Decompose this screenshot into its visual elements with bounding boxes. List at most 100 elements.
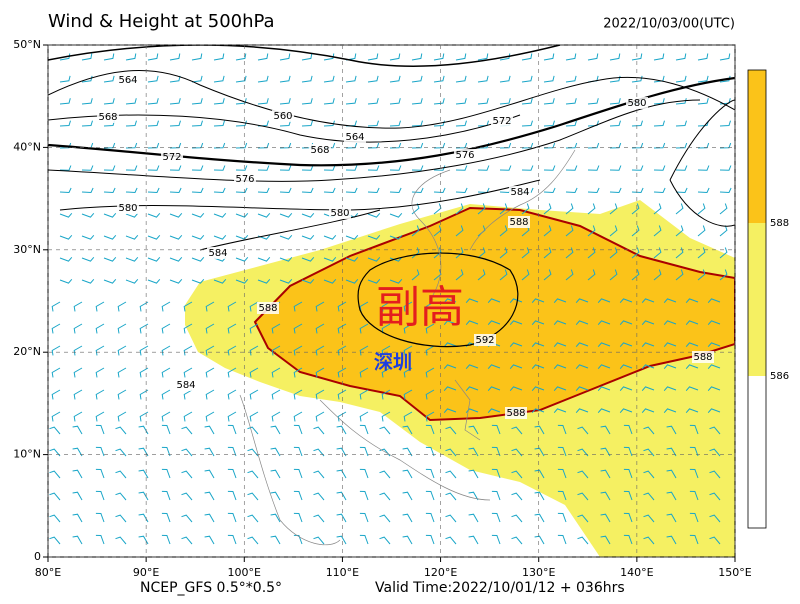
- contour-label: 568: [310, 145, 329, 156]
- wind-barb: [609, 53, 621, 61]
- colorbar-frame: [747, 69, 767, 529]
- wind-barb: [191, 53, 203, 61]
- wind-barb: [675, 247, 684, 259]
- wind-barb: [337, 345, 347, 356]
- wind-barb: [51, 323, 61, 334]
- contour-label-bg: [344, 131, 366, 143]
- wind-barb: [59, 120, 71, 127]
- wind-barb: [575, 298, 589, 304]
- wind-barb: [249, 323, 259, 334]
- wind-barb: [367, 142, 380, 149]
- wind-barb: [181, 448, 193, 457]
- wind-barb: [619, 364, 633, 370]
- wind-barb: [719, 53, 731, 61]
- wind-barb: [138, 535, 149, 545]
- wind-barb: [359, 446, 369, 457]
- wind-barb: [147, 120, 159, 127]
- wind-barb: [359, 512, 369, 523]
- wind-barb: [719, 75, 731, 83]
- colorbar-label: 586: [770, 371, 789, 382]
- wind-barb: [191, 165, 204, 171]
- wind-barb: [685, 342, 699, 348]
- wind-barb: [425, 512, 435, 523]
- wind-barb: [139, 323, 149, 334]
- wind-barb: [213, 165, 226, 171]
- wind-barb: [147, 234, 161, 240]
- wind-barb: [379, 426, 391, 435]
- lat-tick-label: 0: [34, 550, 41, 563]
- wind-barb: [631, 247, 640, 259]
- wind-barb: [641, 364, 655, 370]
- wind-barb: [323, 278, 337, 284]
- contour-label: 584: [510, 187, 529, 198]
- wind-barb: [279, 142, 292, 149]
- wind-barb: [631, 53, 643, 61]
- wind-barb: [138, 425, 149, 435]
- wind-barb: [425, 389, 435, 400]
- wind-barb: [337, 411, 347, 422]
- contour-label: 588: [506, 408, 525, 419]
- wind-barb: [279, 256, 293, 262]
- wind-barb: [697, 75, 709, 83]
- wind-barb: [81, 234, 95, 240]
- wind-barb: [367, 165, 380, 171]
- wind-barb: [270, 513, 281, 523]
- wind-barb: [411, 269, 420, 281]
- wind-barb: [51, 411, 61, 422]
- wind-barb: [689, 446, 699, 457]
- wind-barb: [600, 469, 611, 479]
- wind-barb: [138, 447, 149, 457]
- wind-barb: [403, 389, 413, 400]
- wind-barb: [697, 98, 709, 105]
- wind-barb: [117, 367, 127, 378]
- wind-barb: [117, 301, 127, 312]
- contour-labels: 564 568 560 564 568 572 576 572 576 580 580 580 584 5…: [97, 74, 714, 419]
- wind-barb: [631, 120, 643, 127]
- wind-barb: [597, 386, 611, 392]
- wind-barb: [213, 120, 225, 127]
- wind-barb: [213, 234, 227, 240]
- wind-barb: [125, 278, 139, 284]
- wind-barb: [389, 234, 403, 240]
- wind-barb: [213, 142, 226, 149]
- wind-barb: [59, 278, 73, 284]
- wind-barb: [161, 424, 171, 435]
- wind-barb: [337, 323, 347, 334]
- wind-barb: [147, 75, 159, 83]
- wind-barb: [411, 53, 423, 61]
- colorbar-below: [748, 376, 766, 528]
- wind-barb: [719, 142, 732, 149]
- wind-barb: [675, 75, 687, 83]
- wind-barb: [534, 425, 545, 435]
- lon-tick-label: 120°E: [424, 566, 457, 579]
- wind-barb: [293, 468, 303, 479]
- wind-barb: [336, 513, 347, 523]
- wind-barb: [685, 320, 699, 326]
- wind-barb: [169, 256, 183, 262]
- wind-barb: [227, 468, 237, 479]
- wind-barb: [425, 468, 435, 479]
- wind-barb: [204, 491, 215, 501]
- wind-barb: [389, 98, 401, 105]
- wind-barb: [49, 514, 61, 523]
- wind-barb: [477, 75, 489, 83]
- wind-barb: [301, 98, 313, 105]
- wind-barb: [534, 469, 545, 479]
- wind-barb: [213, 98, 225, 105]
- wind-barb: [509, 342, 523, 348]
- wind-barb: [709, 492, 721, 501]
- wind-barb: [534, 535, 545, 545]
- wind-barb: [565, 120, 577, 127]
- wind-barb: [445, 492, 457, 501]
- wind-barb: [631, 203, 640, 215]
- wind-barb: [205, 389, 215, 400]
- axis-ticks: 80°E 90°E 100°E 110°E 120°E 130°E 140°E 150°E 0 1…: [13, 38, 752, 579]
- wind-barb: [138, 513, 149, 523]
- wind-barb: [345, 165, 358, 171]
- wind-barb: [235, 278, 249, 284]
- wind-barb: [81, 53, 93, 61]
- wind-barb: [204, 447, 215, 457]
- wind-barb: [455, 187, 468, 194]
- contour-label-bg: [626, 97, 648, 109]
- wind-barb: [147, 142, 160, 149]
